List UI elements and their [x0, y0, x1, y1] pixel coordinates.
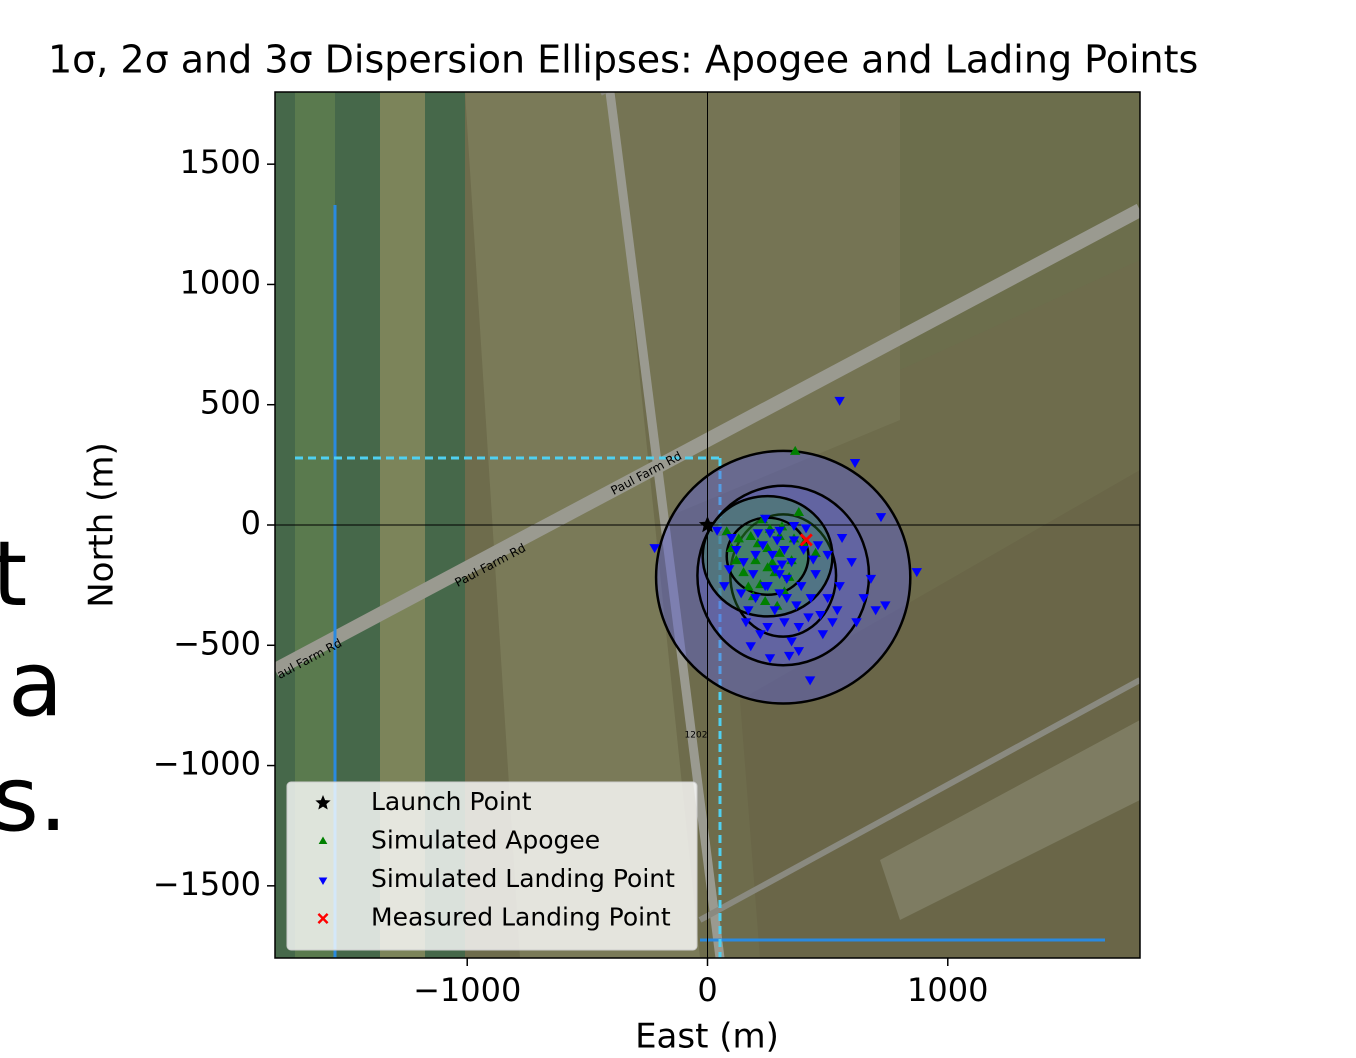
map-label: 1202 — [685, 731, 708, 741]
x-tick-label: −1000 — [413, 971, 521, 1009]
y-tick-label: 500 — [200, 384, 261, 422]
y-axis-label: North (m) — [82, 442, 122, 608]
legend-label: Measured Landing Point — [371, 903, 671, 932]
legend-label: Simulated Landing Point — [371, 864, 675, 893]
legend-label: Launch Point — [371, 787, 532, 816]
x-axis-label: East (m) — [635, 1017, 779, 1057]
y-tick-label: −500 — [173, 624, 261, 662]
x-tick-label: 0 — [697, 971, 717, 1009]
chart: 1σ, 2σ and 3σ Dispersion Ellipses: Apoge… — [0, 0, 1356, 1058]
y-tick-label: −1500 — [153, 865, 261, 903]
x-tick-label: 1000 — [907, 971, 988, 1009]
y-tick-label: 1000 — [180, 263, 261, 301]
y-tick-label: 1500 — [180, 143, 261, 181]
y-tick-label: 0 — [241, 504, 261, 542]
side-text: t — [0, 522, 27, 627]
legend: Launch Point Simulated Apogee Simulated La… — [287, 782, 697, 950]
chart-title: 1σ, 2σ and 3σ Dispersion Ellipses: Apoge… — [48, 38, 1198, 82]
page: {"chart_data": { "type": "scatter", "tit… — [0, 0, 1356, 1058]
side-text: a — [8, 632, 63, 737]
side-text: s. — [0, 747, 68, 852]
legend-label: Simulated Apogee — [371, 826, 600, 855]
y-tick-label: −1000 — [153, 745, 261, 783]
